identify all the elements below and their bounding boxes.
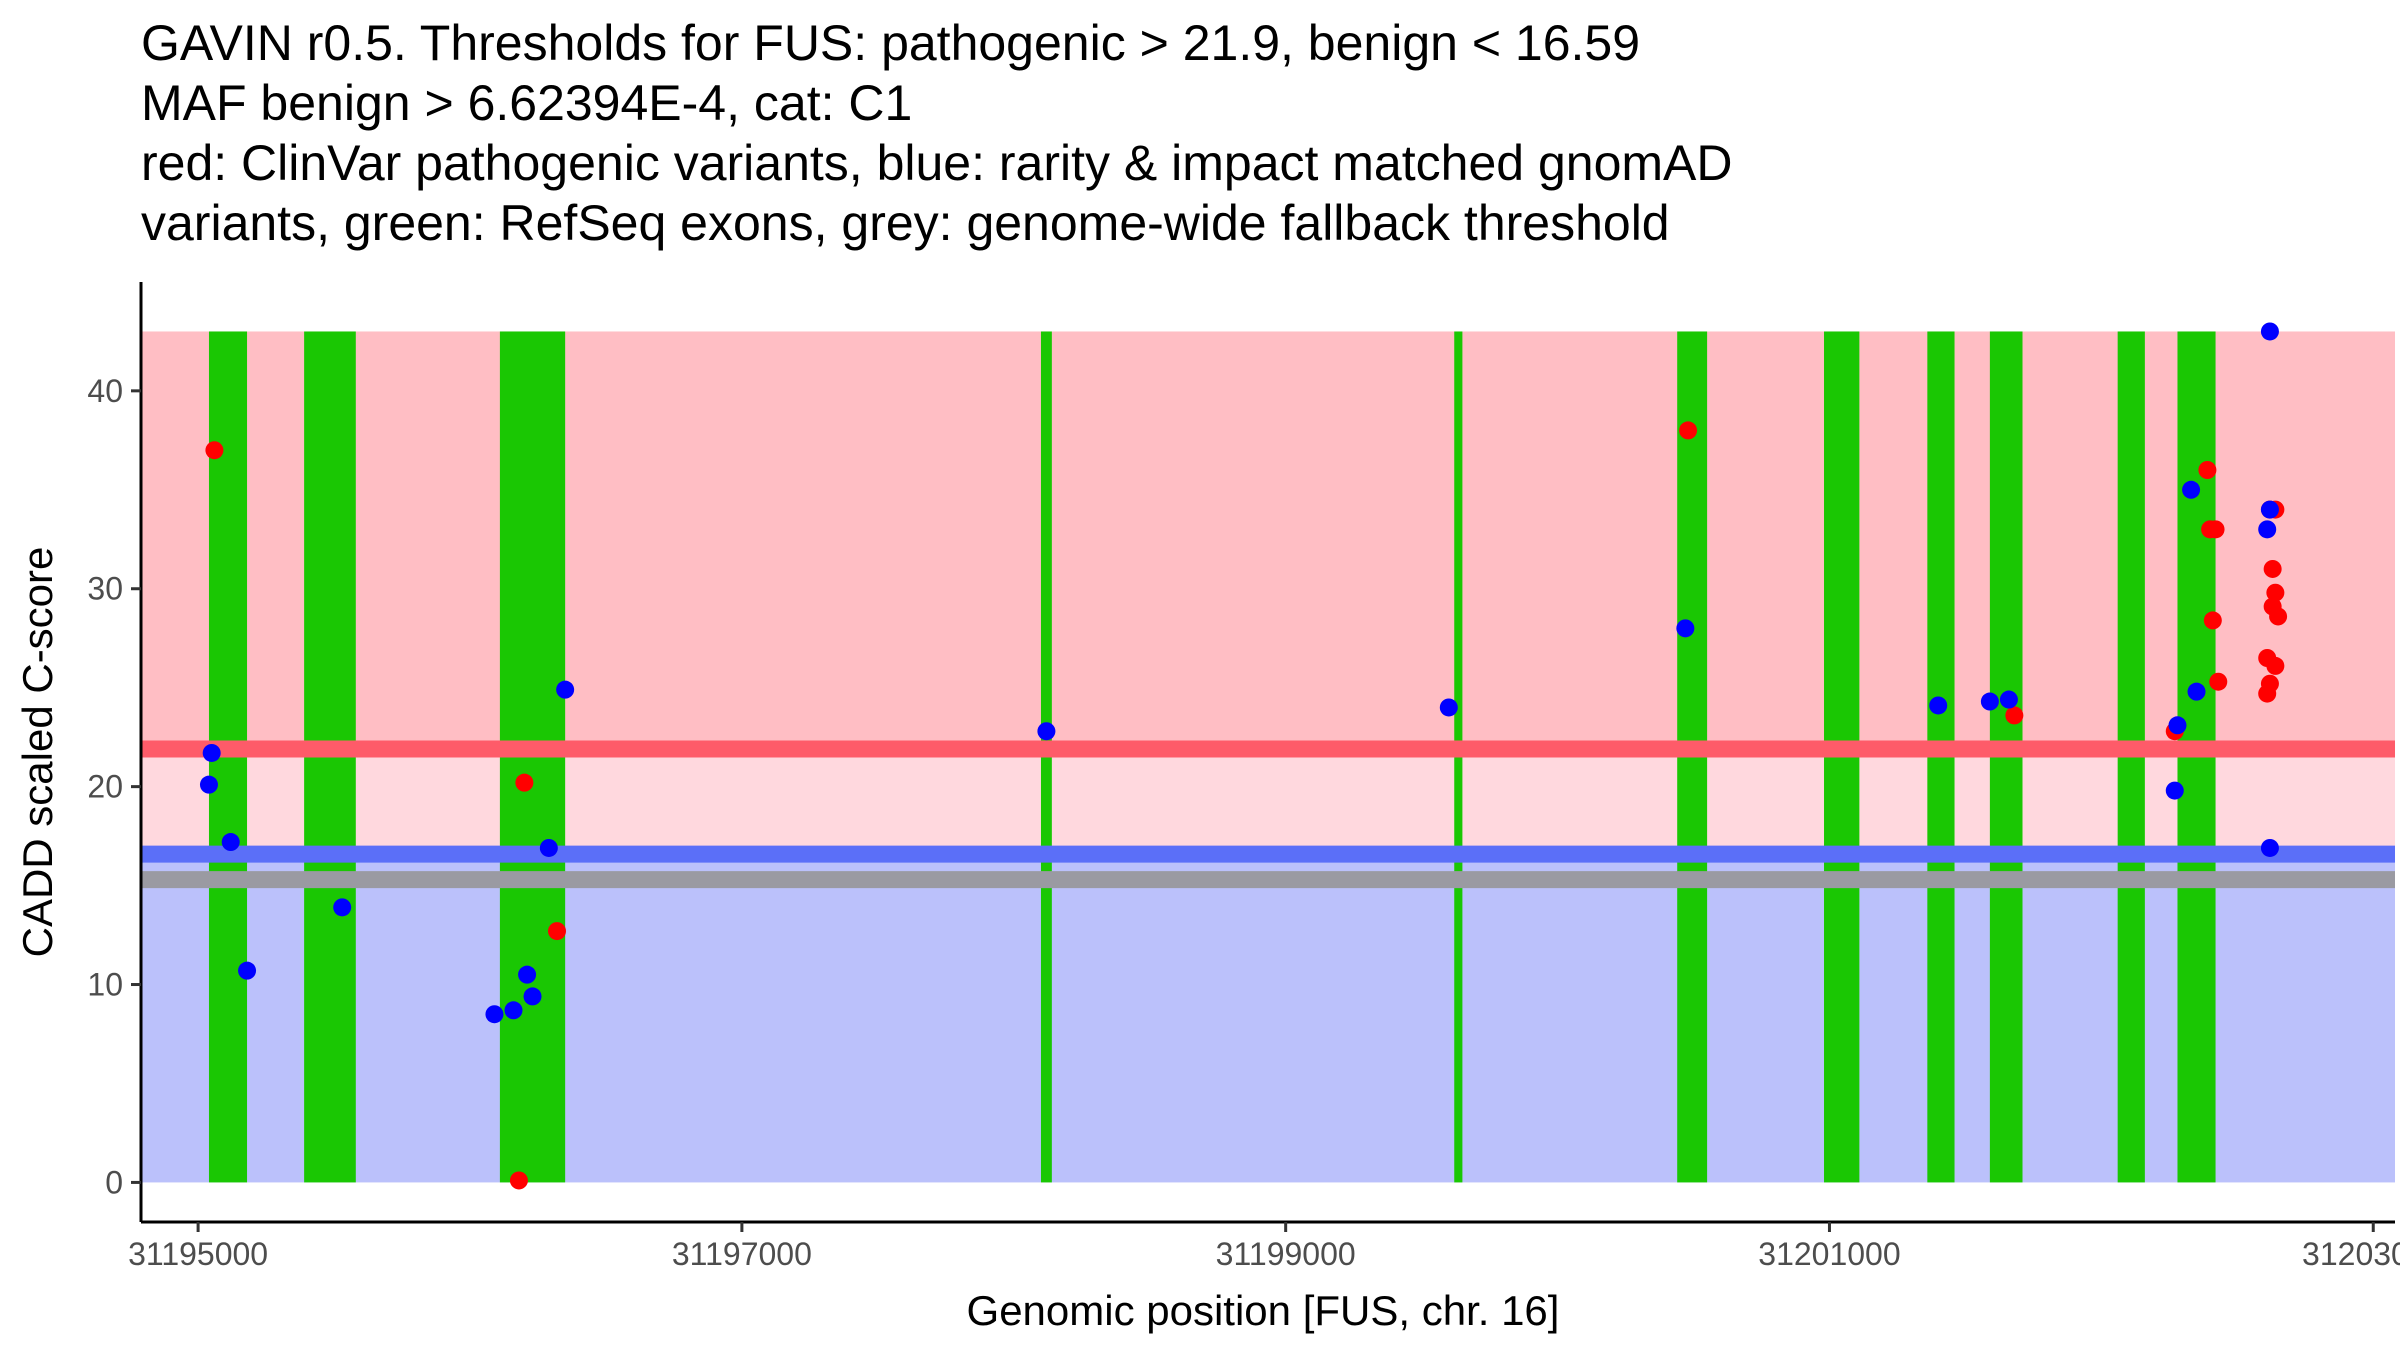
gnomad-point [485,1005,504,1024]
x-tick-label: 31197000 [672,1236,812,1272]
gnomad-point [504,1001,523,1020]
clinvar-point [2209,672,2228,691]
gnomad-point [2168,716,2187,735]
gnomad-point [1676,619,1695,638]
gnomad-point [2182,480,2201,499]
clinvar-point [2258,684,2277,703]
clinvar-point [1679,421,1698,440]
plot-axes: 0 10 20 30 40 31195000 31197000 31199000 3120100… [87,282,2400,1272]
gnomad-point [523,987,542,1006]
vus-region [141,749,2395,855]
clinvar-point [2266,656,2285,675]
clinvar-point [2269,607,2288,626]
y-tick-label: 40 [87,373,123,409]
gnomad-point [1980,692,1999,711]
gnomad-point [556,680,575,699]
y-tick-label: 10 [87,967,123,1003]
clinvar-point [2005,706,2024,725]
gnomad-point [221,833,240,852]
title-line-3: red: ClinVar pathogenic variants, blue: … [141,135,1732,191]
x-tick-label: 31195000 [128,1236,268,1272]
gnomad-point [1929,696,1948,715]
gnomad-point [202,743,221,762]
gnomad-point [2260,322,2279,341]
gnomad-point [1999,690,2018,709]
gnomad-point [1037,722,1056,741]
benign-region [141,854,2395,1183]
gnomad-point [539,838,558,857]
pathogenic-region [141,331,2395,750]
x-tick-label: 31203000 [2302,1236,2400,1272]
gnomad-point [2187,682,2206,701]
clinvar-point [2206,520,2225,539]
x-tick-label: 31201000 [1758,1236,1900,1272]
y-axis-title: CADD scaled C-score [14,547,61,958]
gnomad-point [2260,500,2279,519]
x-axis-title: Genomic position [FUS, chr. 16] [967,1287,1560,1334]
y-tick-label: 0 [105,1164,123,1200]
chart-title: GAVIN r0.5. Thresholds for FUS: pathogen… [141,15,1732,251]
clinvar-point [509,1171,528,1190]
gnomad-point [2258,520,2277,539]
clinvar-point [515,773,534,792]
clinvar-point [2263,559,2282,578]
clinvar-point [2198,461,2217,479]
gnomad-point [2260,838,2279,857]
title-line-4: variants, green: RefSeq exons, grey: gen… [141,195,1670,251]
gnomad-point [518,965,537,984]
x-tick-label: 31199000 [1216,1236,1356,1272]
clinvar-point [547,922,566,941]
gnomad-point [238,961,257,980]
clinvar-point [2203,611,2222,630]
y-tick-label: 20 [87,769,123,805]
plot-points [199,322,2288,1190]
clinvar-point [2266,583,2285,602]
y-tick-label: 30 [87,571,123,607]
title-line-2: MAF benign > 6.62394E-4, cat: C1 [141,75,912,131]
clinvar-point [205,441,224,460]
gnomad-point [1439,698,1458,717]
gnomad-point [333,898,352,917]
gnomad-point [2165,781,2184,800]
gnomad-point [199,775,218,794]
title-line-1: GAVIN r0.5. Thresholds for FUS: pathogen… [141,15,1640,71]
plot-thresholds [141,740,2395,889]
